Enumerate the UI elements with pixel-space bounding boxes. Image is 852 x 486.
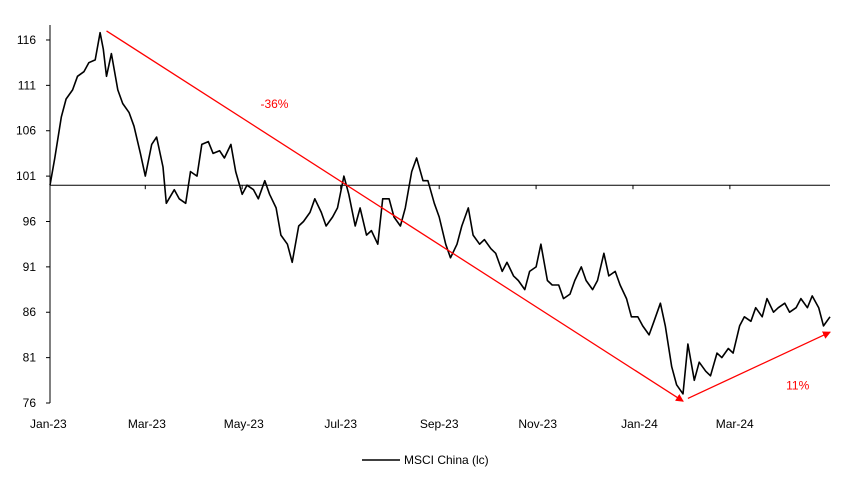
y-tick-label: 76 — [23, 396, 37, 410]
y-tick-label: 106 — [16, 124, 36, 138]
y-tick-label: 96 — [23, 214, 37, 228]
change-label: -36% — [260, 97, 288, 111]
y-tick-label: 116 — [17, 33, 36, 47]
y-tick-label: 101 — [16, 169, 36, 183]
x-tick-label: Jan-23 — [30, 417, 67, 431]
y-tick-label: 81 — [23, 351, 37, 365]
change-label: 11% — [786, 378, 809, 392]
x-tick-label: Mar-23 — [128, 417, 166, 431]
trend-arrow — [106, 30, 684, 402]
trend-arrow — [687, 331, 831, 400]
legend: MSCI China (lc) — [362, 453, 489, 467]
x-tick-label: May-23 — [224, 417, 264, 431]
legend-label: MSCI China (lc) — [404, 453, 489, 467]
series-line — [49, 31, 831, 395]
x-tick-label: Jul-23 — [324, 417, 357, 431]
x-tick-label: Sep-23 — [420, 417, 459, 431]
x-tick-label: Mar-24 — [716, 417, 754, 431]
annotations: -36% 11% — [106, 30, 831, 402]
y-tick-label: 111 — [18, 78, 37, 92]
series-area — [49, 31, 831, 395]
y-tick-label: 86 — [23, 305, 37, 319]
x-tick-label: Nov-23 — [518, 417, 557, 431]
y-axis: 116 111 106 101 96 91 86 81 76 — [16, 25, 51, 410]
y-tick-label: 91 — [23, 260, 37, 274]
x-axis: Jan-23 Mar-23 May-23 Jul-23 Sep-23 Nov-23 Jan-… — [30, 184, 830, 431]
x-tick-label: Jan-24 — [621, 417, 658, 431]
